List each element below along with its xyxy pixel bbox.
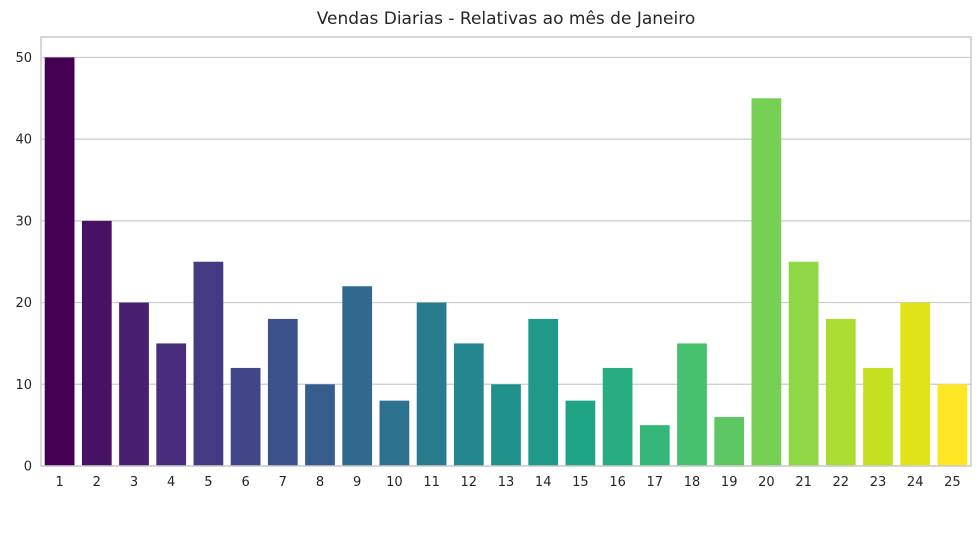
x-tick-label: 4 bbox=[167, 475, 175, 490]
x-tick-label: 6 bbox=[241, 475, 249, 490]
x-tick-label: 14 bbox=[535, 475, 552, 490]
x-tick-label: 19 bbox=[721, 475, 738, 490]
y-tick-label: 10 bbox=[15, 378, 32, 393]
y-tick-label: 20 bbox=[15, 296, 32, 311]
x-tick-label: 8 bbox=[316, 475, 324, 490]
x-tick-label: 23 bbox=[870, 475, 887, 490]
bar-day-3 bbox=[119, 302, 149, 466]
y-tick-label: 40 bbox=[15, 133, 32, 148]
bars bbox=[44, 57, 968, 467]
x-tick-label: 9 bbox=[353, 475, 361, 490]
bar-day-11 bbox=[416, 302, 447, 466]
bar-day-4 bbox=[156, 343, 187, 466]
x-tick-label: 3 bbox=[130, 475, 138, 490]
bar-day-12 bbox=[453, 343, 484, 466]
x-tick-label: 7 bbox=[279, 475, 287, 490]
bar-day-21 bbox=[788, 261, 819, 466]
bar-day-13 bbox=[491, 384, 521, 466]
bar-day-16 bbox=[602, 367, 633, 466]
x-tick-label: 15 bbox=[572, 475, 589, 490]
y-tick-label: 50 bbox=[15, 51, 32, 66]
bar-day-10 bbox=[379, 400, 410, 466]
axes-frame bbox=[40, 36, 972, 467]
x-tick-label: 10 bbox=[386, 475, 403, 490]
bar-day-17 bbox=[639, 425, 670, 466]
x-tick-label: 12 bbox=[461, 475, 478, 490]
y-tick-label: 30 bbox=[15, 214, 32, 229]
x-tick-label: 11 bbox=[423, 475, 440, 490]
bar-day-1 bbox=[44, 57, 75, 467]
y-tick-labels: 0 10 20 30 40 50 bbox=[15, 51, 32, 475]
x-tick-label: 1 bbox=[55, 475, 63, 490]
bar-day-7 bbox=[267, 318, 298, 466]
x-tick-label: 5 bbox=[204, 475, 212, 490]
bar-day-6 bbox=[230, 367, 261, 466]
bar-day-22 bbox=[825, 318, 856, 466]
plot-frame bbox=[40, 36, 972, 467]
bar-day-2 bbox=[81, 220, 112, 466]
bar-day-20 bbox=[751, 98, 782, 467]
x-tick-label: 13 bbox=[498, 475, 515, 490]
y-tick-label: 0 bbox=[24, 460, 32, 475]
bar-day-25 bbox=[937, 384, 968, 466]
x-tick-label: 24 bbox=[907, 475, 924, 490]
bar-day-15 bbox=[565, 400, 596, 466]
bar-day-5 bbox=[193, 261, 224, 466]
x-tick-label: 17 bbox=[647, 475, 664, 490]
x-tick-label: 2 bbox=[93, 475, 101, 490]
bar-day-18 bbox=[677, 343, 707, 466]
x-tick-label: 18 bbox=[684, 475, 701, 490]
bar-day-19 bbox=[714, 416, 745, 466]
x-tick-labels: 1 2 3 4 5 6 7 8 9 10 11 12 13 14 15 16 17 18 19 20 21 22 23 24 2… bbox=[55, 475, 960, 490]
bar-day-23 bbox=[863, 367, 893, 466]
chart-title: Vendas Diarias - Relativas ao mês de Jan… bbox=[317, 9, 696, 29]
bar-day-24 bbox=[900, 302, 931, 466]
x-tick-label: 16 bbox=[609, 475, 626, 490]
bar-day-9 bbox=[342, 286, 373, 466]
x-tick-label: 25 bbox=[944, 475, 961, 490]
bar-day-14 bbox=[528, 318, 559, 466]
x-tick-label: 20 bbox=[758, 475, 775, 490]
x-tick-label: 22 bbox=[833, 475, 850, 490]
bar-day-8 bbox=[305, 384, 335, 466]
x-tick-label: 21 bbox=[795, 475, 812, 490]
